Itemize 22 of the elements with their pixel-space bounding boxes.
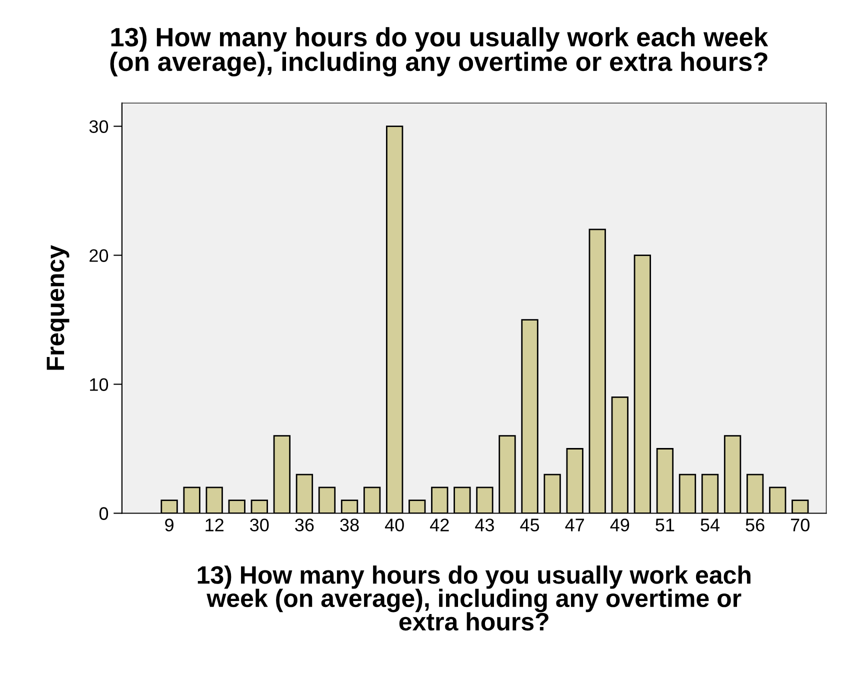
x-tick-label: 45	[520, 518, 540, 532]
x-tick-label: 36	[295, 518, 314, 532]
x-tick-label: 54	[700, 518, 720, 532]
x-tick-label: 49	[610, 518, 630, 532]
y-tick-label: 30	[89, 120, 108, 133]
x-tick-label: 30	[250, 518, 269, 532]
y-axis-title: Frequency	[46, 245, 70, 370]
x-tick-label: 12	[206, 518, 224, 532]
x-tick-label: 70	[791, 518, 810, 532]
x-tick-label: 47	[565, 518, 584, 532]
x-tick-label: 43	[475, 518, 494, 532]
x-tick-label: 42	[430, 518, 449, 532]
x-tick-label: 38	[340, 518, 359, 532]
x-tick-label: 56	[746, 518, 764, 532]
y-tick-label: 20	[90, 249, 108, 262]
chart-title: 13) How many hours do you usually work each week (on average), including any overtime or extra hours?	[110, 27, 768, 76]
x-axis-title: 13) How many hours do you usually work each week (on average), including any overtime or extra hours?	[198, 565, 750, 631]
x-tick-label: 40	[384, 518, 404, 532]
x-tick-label: 9	[165, 518, 174, 532]
y-tick-label: 10	[90, 378, 108, 391]
y-tick-label: 0	[99, 507, 108, 520]
x-tick-label: 51	[656, 518, 674, 532]
